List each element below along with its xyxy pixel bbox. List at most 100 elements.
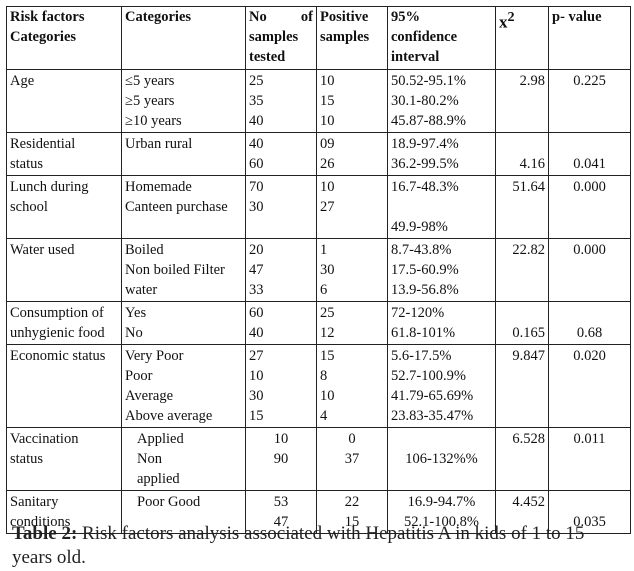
factor-cell: Consumption of unhygienic food bbox=[6, 301, 122, 345]
category-label: ≥10 years bbox=[125, 113, 182, 129]
tested-value: 40 bbox=[249, 325, 264, 341]
tested-value: 30 bbox=[249, 199, 264, 215]
factor-label: Lunch during bbox=[10, 179, 89, 195]
ci-value: 23.83-35.47% bbox=[391, 408, 474, 424]
factor-cell: Vaccination status bbox=[6, 427, 122, 491]
ci-cell: 5.6-17.5% 52.7-100.9% 41.79-65.69% 23.83… bbox=[387, 344, 496, 428]
header-superscript: 2 bbox=[507, 9, 515, 25]
tested-cell: 40 60 bbox=[245, 132, 317, 176]
p-value-cell: 0.020 bbox=[548, 344, 631, 428]
tested-value: 35 bbox=[249, 93, 264, 109]
ci-value: 16.7-48.3% bbox=[391, 179, 459, 195]
chi-cell: 4.452 bbox=[495, 490, 549, 534]
ci-cell: 50.52-95.1% 30.1-80.2% 45.87-88.9% bbox=[387, 69, 496, 133]
category-label: applied bbox=[137, 471, 180, 487]
category-label: ≥5 years bbox=[125, 93, 175, 109]
category-cell: Applied Non applied bbox=[121, 427, 246, 491]
positive-value: 10 bbox=[320, 388, 335, 404]
ci-value: 61.8-101% bbox=[391, 325, 456, 341]
positive-value: 10 bbox=[320, 179, 335, 195]
header-text: Categories bbox=[10, 29, 77, 45]
risk-factors-table: Risk factors Categories Categories No of… bbox=[6, 6, 631, 534]
ci-cell: 72-120% 61.8-101% bbox=[387, 301, 496, 345]
positive-value: 12 bbox=[320, 325, 335, 341]
ci-value: 18.9-97.4% bbox=[391, 136, 459, 152]
header-text: Categories bbox=[125, 9, 192, 25]
ci-value: 8.7-43.8% bbox=[391, 242, 452, 258]
tested-value: 10 bbox=[249, 368, 264, 384]
ci-value: 41.79-65.69% bbox=[391, 388, 474, 404]
ci-value: 17.5-60.9% bbox=[391, 262, 459, 278]
tested-value: 40 bbox=[249, 136, 264, 152]
ci-value: 49.9-98% bbox=[391, 219, 448, 235]
category-cell: Yes No bbox=[121, 301, 246, 345]
category-label: Applied bbox=[137, 431, 184, 447]
factor-label: Age bbox=[10, 73, 35, 89]
ci-value: 16.9-94.7% bbox=[407, 494, 476, 510]
positive-cell: 10 15 10 bbox=[316, 69, 388, 133]
header-text: 95% bbox=[391, 9, 420, 25]
tested-value: 60 bbox=[249, 305, 264, 321]
table-row: Sanitary conditions Poor Good 53 47 22 1… bbox=[6, 490, 631, 534]
table-caption: Table 2: Risk factors analysis associate… bbox=[12, 522, 622, 570]
category-label: Above average bbox=[125, 408, 213, 424]
spacer bbox=[391, 197, 492, 217]
ci-value: 52.1-100.8% bbox=[404, 514, 479, 530]
category-cell: Boiled Non boiled Filter water bbox=[121, 238, 246, 302]
ci-value: 52.7-100.9% bbox=[391, 368, 466, 384]
p-value-cell: 0.011 bbox=[548, 427, 631, 491]
ci-cell: 16.9-94.7% 52.1-100.8% bbox=[387, 490, 496, 534]
factor-cell: Economic status bbox=[6, 344, 122, 428]
category-label: Very Poor bbox=[125, 348, 184, 364]
tested-value: 30 bbox=[249, 388, 264, 404]
ci-value: 106-132%% bbox=[405, 451, 478, 467]
factor-cell: Water used bbox=[6, 238, 122, 302]
category-label: Non bbox=[137, 451, 162, 467]
ci-cell: 8.7-43.8% 17.5-60.9% 13.9-56.8% bbox=[387, 238, 496, 302]
category-cell: Homemade Canteen purchase bbox=[121, 175, 246, 239]
ci-value: 50.52-95.1% bbox=[391, 73, 466, 89]
category-label: Canteen purchase bbox=[125, 199, 228, 215]
ci-cell: 18.9-97.4% 36.2-99.5% bbox=[387, 132, 496, 176]
tested-value: 70 bbox=[249, 179, 264, 195]
factor-label: Water used bbox=[10, 242, 75, 258]
ci-value: 72-120% bbox=[391, 305, 445, 321]
category-label: Yes bbox=[125, 305, 147, 321]
tested-value: 33 bbox=[249, 282, 264, 298]
ci-cell: 106-132%% bbox=[387, 427, 496, 491]
header-chi-square: x2 bbox=[495, 6, 549, 70]
positive-value: 15 bbox=[320, 348, 335, 364]
category-label: Non boiled Filter bbox=[125, 262, 225, 278]
chi-cell: 51.64 bbox=[495, 175, 549, 239]
category-label: Poor Good bbox=[137, 494, 201, 510]
tested-cell: 53 47 bbox=[245, 490, 317, 534]
factor-label: Vaccination bbox=[10, 431, 79, 447]
table-row: Water used Boiled Non boiled Filter wate… bbox=[6, 238, 631, 302]
chi-cell: 4.16 bbox=[495, 132, 549, 176]
positive-cell: 15 8 10 4 bbox=[316, 344, 388, 428]
header-text: interval bbox=[391, 49, 440, 65]
positive-value: 27 bbox=[320, 199, 335, 215]
category-label: Homemade bbox=[125, 179, 192, 195]
tested-value: 10 bbox=[273, 431, 289, 447]
factor-cell: Sanitary conditions bbox=[6, 490, 122, 534]
chi-cell: 9.847 bbox=[495, 344, 549, 428]
factor-label: conditions bbox=[10, 514, 71, 530]
tested-cell: 10 90 bbox=[245, 427, 317, 491]
factor-cell: Lunch during school bbox=[6, 175, 122, 239]
factor-label: Economic status bbox=[10, 348, 106, 364]
header-text: samples bbox=[320, 29, 370, 45]
header-text: No bbox=[249, 9, 267, 25]
table-row: Lunch during school Homemade Canteen pur… bbox=[6, 175, 631, 239]
header-text: x bbox=[499, 12, 508, 32]
factor-cell: Age bbox=[6, 69, 122, 133]
tested-cell: 70 30 bbox=[245, 175, 317, 239]
p-value-cell: 0.035 bbox=[548, 490, 631, 534]
ci-value: 13.9-56.8% bbox=[391, 282, 459, 298]
ci-value: 30.1-80.2% bbox=[391, 93, 459, 109]
ci-value: 45.87-88.9% bbox=[391, 113, 466, 129]
tested-value: 47 bbox=[249, 262, 264, 278]
header-p-value: p- value bbox=[548, 6, 631, 70]
category-label: ≤5 years bbox=[125, 73, 175, 89]
header-categories: Categories bbox=[121, 6, 246, 70]
